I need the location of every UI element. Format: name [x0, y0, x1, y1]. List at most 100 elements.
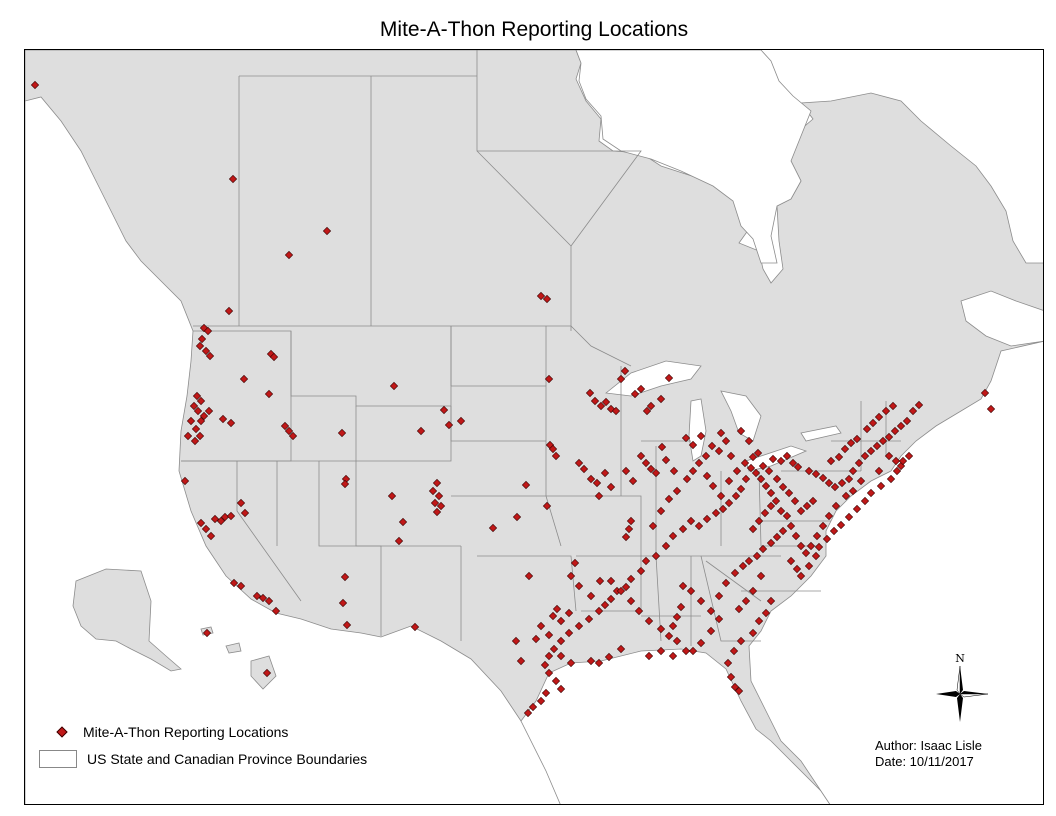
date-credit: Date: 10/11/2017	[875, 754, 974, 769]
reporting-location-point	[786, 556, 796, 566]
reporting-location-point	[782, 451, 792, 461]
reporting-location-point	[592, 478, 602, 488]
reporting-location-point	[892, 466, 902, 476]
compass-rose-icon: N	[936, 652, 989, 722]
reporting-location-point	[521, 480, 531, 490]
reporting-location-point	[732, 466, 742, 476]
reporting-location-point	[195, 431, 205, 441]
reporting-location-point	[672, 636, 682, 646]
reporting-location-point	[192, 391, 202, 401]
reporting-location-point	[626, 574, 636, 584]
alaska	[72, 568, 182, 672]
reporting-location-point	[814, 542, 824, 552]
reporting-location-point	[741, 474, 751, 484]
reporting-location-point	[595, 576, 605, 586]
reporting-location-point	[776, 506, 786, 516]
reporting-location-point	[604, 652, 614, 662]
reporting-location-point	[228, 174, 238, 184]
map-title: Mite-A-Thon Reporting Locations	[379, 18, 689, 41]
reporting-location-point	[621, 582, 631, 592]
reporting-location-point	[398, 517, 408, 527]
reporting-location-point	[428, 486, 438, 496]
reporting-location-point	[714, 591, 724, 601]
reporting-location-point	[387, 491, 397, 501]
reporting-location-point	[854, 458, 864, 468]
reporting-location-point	[754, 516, 764, 526]
reporting-location-point	[544, 630, 554, 640]
reporting-location-point	[766, 596, 776, 606]
reporting-location-point	[542, 501, 552, 511]
reporting-location-point	[686, 516, 696, 526]
reporting-location-point	[761, 481, 771, 491]
reporting-location-point	[914, 400, 924, 410]
reporting-location-point	[656, 394, 666, 404]
reporting-location-point	[748, 452, 758, 462]
reporting-location-point	[756, 474, 766, 484]
reporting-location-point	[848, 486, 858, 496]
reporting-location-point	[746, 463, 756, 473]
reporting-location-point	[606, 594, 616, 604]
reporting-location-point	[236, 581, 246, 591]
reporting-location-point	[734, 604, 744, 614]
reporting-location-point	[796, 506, 806, 516]
north-arrow: N	[932, 652, 992, 722]
reporting-location-point	[240, 508, 250, 518]
reporting-location-point	[210, 514, 220, 524]
reporting-location-point	[556, 684, 566, 694]
reporting-location-point	[620, 366, 630, 376]
reporting-location-point	[528, 702, 538, 712]
reporting-location-point	[681, 433, 691, 443]
reporting-location-point	[686, 586, 696, 596]
reporting-location-point	[796, 541, 806, 551]
reporting-location-point	[544, 651, 554, 661]
reporting-location-point	[340, 572, 350, 582]
reporting-location-point	[841, 491, 851, 501]
reporting-location-point	[661, 541, 671, 551]
reporting-location-point	[688, 646, 698, 656]
reporting-location-point	[621, 466, 631, 476]
reporting-location-point	[416, 426, 426, 436]
reporting-location-point	[818, 521, 828, 531]
reporting-location-point	[252, 591, 262, 601]
reporting-location-point	[760, 508, 770, 518]
reporting-location-point	[236, 498, 246, 508]
reporting-location-point	[634, 606, 644, 616]
reporting-location-point	[600, 600, 610, 610]
reporting-location-point	[831, 501, 841, 511]
reporting-location-point	[566, 658, 576, 668]
reporting-location-point	[511, 636, 521, 646]
reporting-location-point	[681, 646, 691, 656]
reporting-location-point	[197, 334, 207, 344]
reporting-location-point	[432, 478, 442, 488]
reporting-location-point	[564, 608, 574, 618]
reporting-location-point	[724, 476, 734, 486]
reporting-location-point	[740, 458, 750, 468]
reporting-location-point	[389, 381, 399, 391]
reporting-location-point	[811, 469, 821, 479]
reporting-location-point	[651, 551, 661, 561]
reporting-location-point	[766, 538, 776, 548]
reporting-location-point	[836, 520, 846, 530]
reporting-location-point	[628, 476, 638, 486]
reporting-location-point	[657, 442, 667, 452]
reporting-location-point	[884, 451, 894, 461]
reporting-location-point	[656, 624, 666, 634]
reporting-location-point	[761, 608, 771, 618]
reporting-location-point	[694, 521, 704, 531]
reporting-location-point	[594, 658, 604, 668]
reporting-location-point	[772, 532, 782, 542]
reporting-location-point	[714, 614, 724, 624]
north-label: N	[955, 652, 965, 665]
reporting-points-layer	[30, 80, 996, 718]
reporting-location-point	[736, 636, 746, 646]
reporting-location-point	[888, 401, 898, 411]
reporting-location-point	[201, 346, 211, 356]
reporting-location-point	[196, 416, 206, 426]
reporting-location-point	[718, 504, 728, 514]
reporting-location-point	[621, 532, 631, 542]
gulf-of-st-lawrence	[960, 290, 1043, 347]
map-credits: Author: Isaac Lisle Date: 10/11/2017	[875, 738, 982, 770]
reporting-location-point	[866, 446, 876, 456]
reporting-location-point	[748, 586, 758, 596]
reporting-location-point	[826, 456, 836, 466]
